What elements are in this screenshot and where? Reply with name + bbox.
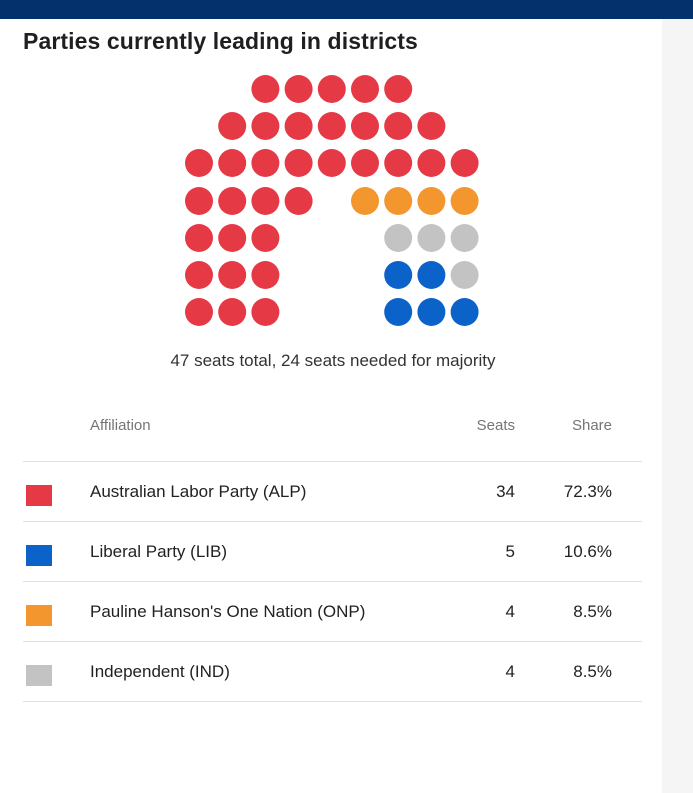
page-title: Parties currently leading in districts: [23, 28, 418, 54]
party-name: Liberal Party (LIB): [90, 542, 227, 561]
seat-alp: [351, 149, 379, 177]
seat-alp: [351, 75, 379, 103]
header-share: Share: [571, 417, 612, 434]
party-name: Australian Labor Party (ALP): [90, 482, 307, 501]
seat-alp: [384, 75, 413, 103]
table-header: Affiliation Seats Share: [23, 400, 642, 462]
party-swatch: [26, 605, 52, 626]
seat-alp: [185, 187, 213, 215]
seat-onp: [351, 187, 379, 215]
seat-alp: [251, 261, 280, 289]
party-seats: 5: [505, 542, 515, 561]
seat-chart: [185, 75, 479, 326]
seat-alp: [185, 298, 213, 326]
seat-alp: [284, 149, 313, 177]
seat-alp: [317, 149, 346, 177]
seats-caption: 47 seats total, 24 seats needed for majo…: [170, 351, 496, 370]
table-row: Australian Labor Party (ALP) 34 72.3%: [23, 462, 642, 522]
seat-alp: [450, 149, 479, 177]
seat-alp: [384, 112, 413, 140]
seat-alp: [218, 224, 247, 252]
table-row: Independent (IND) 4 8.5%: [23, 642, 642, 702]
seat-alp: [251, 298, 280, 326]
seat-alp: [417, 149, 446, 177]
seat-alp: [185, 149, 213, 177]
seat-lib: [384, 298, 413, 326]
seat-ind: [417, 224, 446, 252]
seat-ind: [384, 224, 413, 252]
party-seats: 34: [496, 482, 515, 501]
seat-alp: [185, 261, 213, 289]
table-row: Liberal Party (LIB) 5 10.6%: [23, 522, 642, 582]
seat-alp: [218, 112, 247, 140]
seat-table: Affiliation Seats Share Australian Labor…: [23, 400, 642, 702]
party-swatch: [26, 485, 52, 506]
seat-alp: [417, 112, 446, 140]
seat-onp: [450, 187, 479, 215]
seat-alp: [185, 224, 213, 252]
seat-alp: [284, 187, 313, 215]
seat-lib: [450, 298, 479, 326]
seat-alp: [384, 149, 413, 177]
party-share: 10.6%: [563, 542, 612, 561]
right-gutter: [662, 19, 693, 793]
seat-alp: [251, 112, 280, 140]
seat-alp: [284, 112, 313, 140]
seat-lib: [417, 261, 446, 289]
seat-alp: [317, 75, 346, 103]
header-seats: Seats: [476, 417, 515, 434]
seat-lib: [384, 261, 413, 289]
header-affiliation: Affiliation: [90, 417, 151, 434]
seat-ind: [450, 224, 479, 252]
seat-onp: [384, 187, 413, 215]
seat-alp: [218, 298, 247, 326]
seat-onp: [417, 187, 446, 215]
party-share: 72.3%: [563, 482, 612, 501]
party-name: Pauline Hanson's One Nation (ONP): [90, 602, 366, 621]
seat-alp: [218, 261, 247, 289]
seat-ind: [450, 261, 479, 289]
seat-alp: [218, 149, 247, 177]
party-share: 8.5%: [573, 602, 612, 621]
top-bar: [0, 0, 693, 19]
party-swatch: [26, 665, 52, 686]
party-name: Independent (IND): [90, 662, 230, 681]
seat-alp: [251, 75, 280, 103]
party-seats: 4: [505, 662, 515, 681]
seat-alp: [251, 149, 280, 177]
seat-alp: [351, 112, 379, 140]
seat-alp: [317, 112, 346, 140]
party-seats: 4: [505, 602, 515, 621]
seat-alp: [218, 187, 247, 215]
table-row: Pauline Hanson's One Nation (ONP) 4 8.5%: [23, 582, 642, 642]
seat-alp: [251, 224, 280, 252]
party-swatch: [26, 545, 52, 566]
seat-lib: [417, 298, 446, 326]
seat-alp: [251, 187, 280, 215]
seat-alp: [284, 75, 313, 103]
party-share: 8.5%: [573, 662, 612, 681]
